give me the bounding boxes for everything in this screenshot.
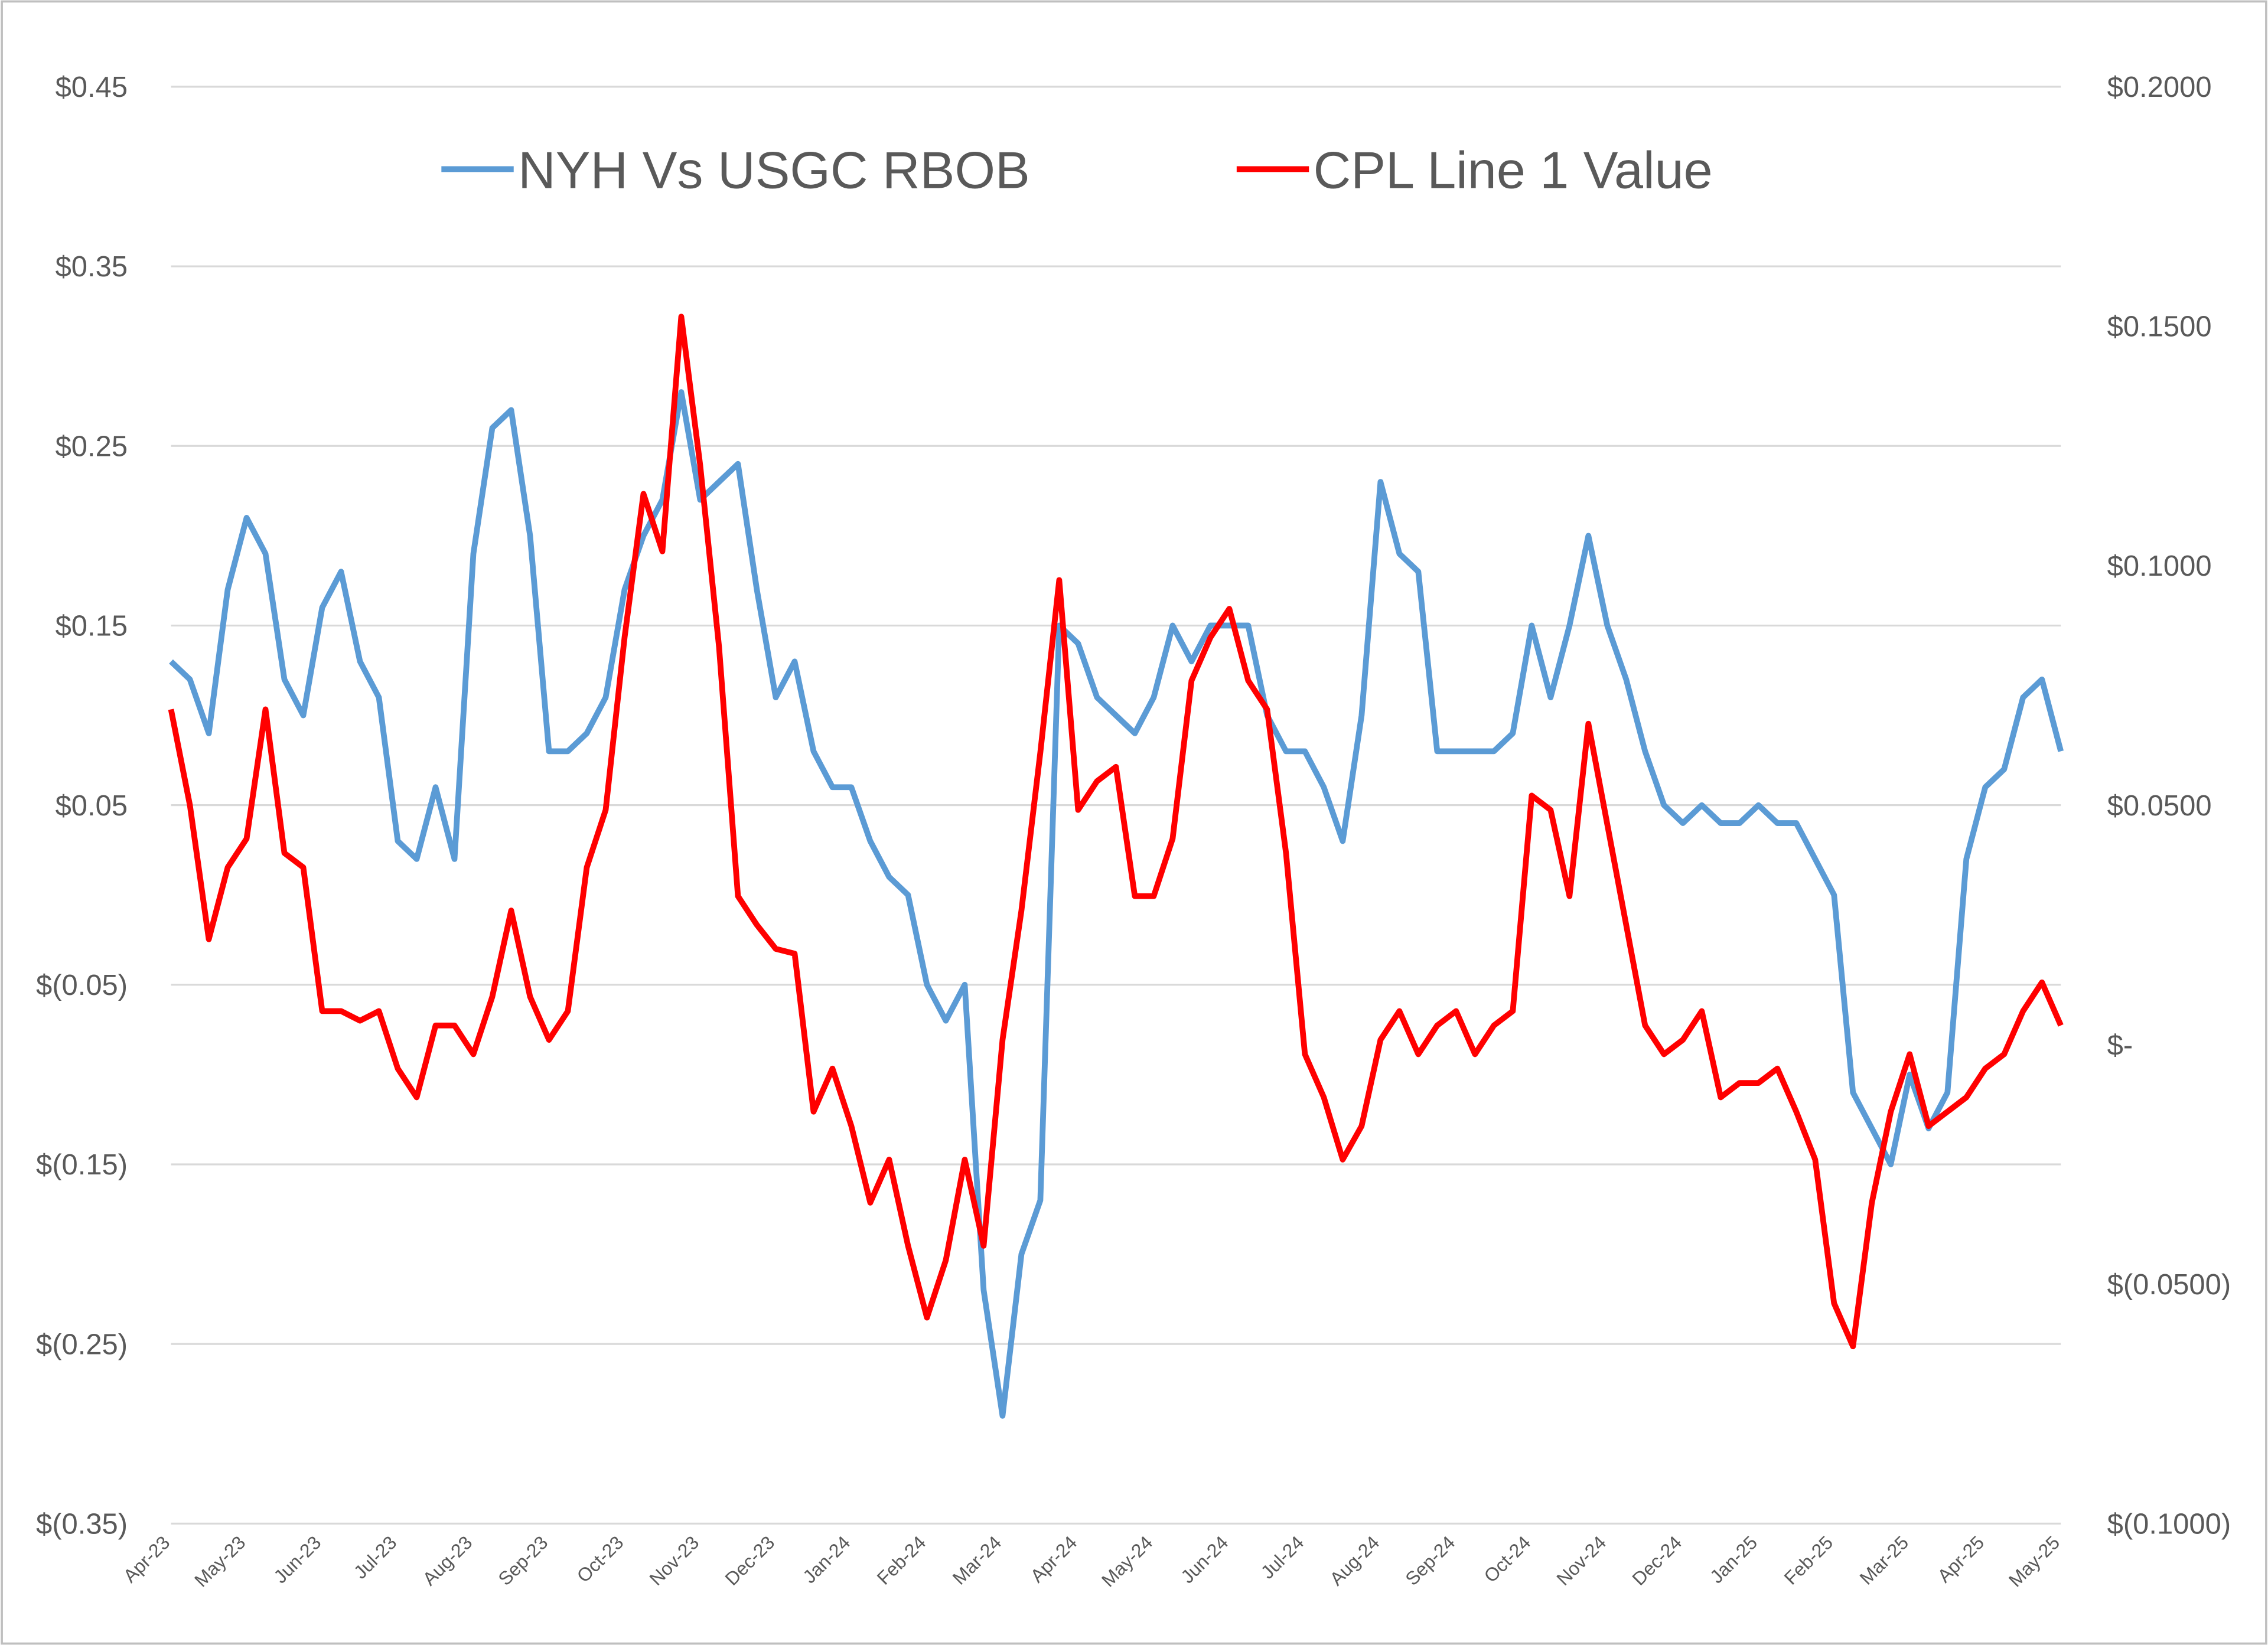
y-tick-label: $0.25 [56, 430, 128, 462]
y2-tick-label: $0.0500 [2107, 790, 2212, 822]
legend-label: CPL Line 1 Value [1314, 141, 1713, 199]
y-tick-label: $(0.15) [36, 1149, 128, 1181]
y2-tick-label: $0.1500 [2107, 311, 2212, 343]
y-tick-label: $0.05 [56, 790, 128, 822]
series-line [169, 389, 2064, 1419]
y2-tick-label: $0.2000 [2107, 71, 2212, 103]
y2-tick-label: $(0.1000) [2107, 1508, 2231, 1540]
legend-label: NYH Vs USGC RBOB [518, 141, 1030, 199]
y2-tick-label: $0.1000 [2107, 550, 2212, 582]
y2-tick-label: $- [2107, 1029, 2133, 1061]
series-line [168, 314, 2064, 1350]
y-tick-label: $0.35 [56, 251, 128, 283]
y-tick-label: $(0.35) [36, 1508, 128, 1540]
y-tick-label: $(0.25) [36, 1329, 128, 1360]
y-tick-label: $0.45 [56, 71, 128, 103]
y-tick-label: $(0.05) [36, 970, 128, 1001]
y-tick-label: $0.15 [56, 611, 128, 642]
y2-tick-label: $(0.0500) [2107, 1269, 2231, 1301]
